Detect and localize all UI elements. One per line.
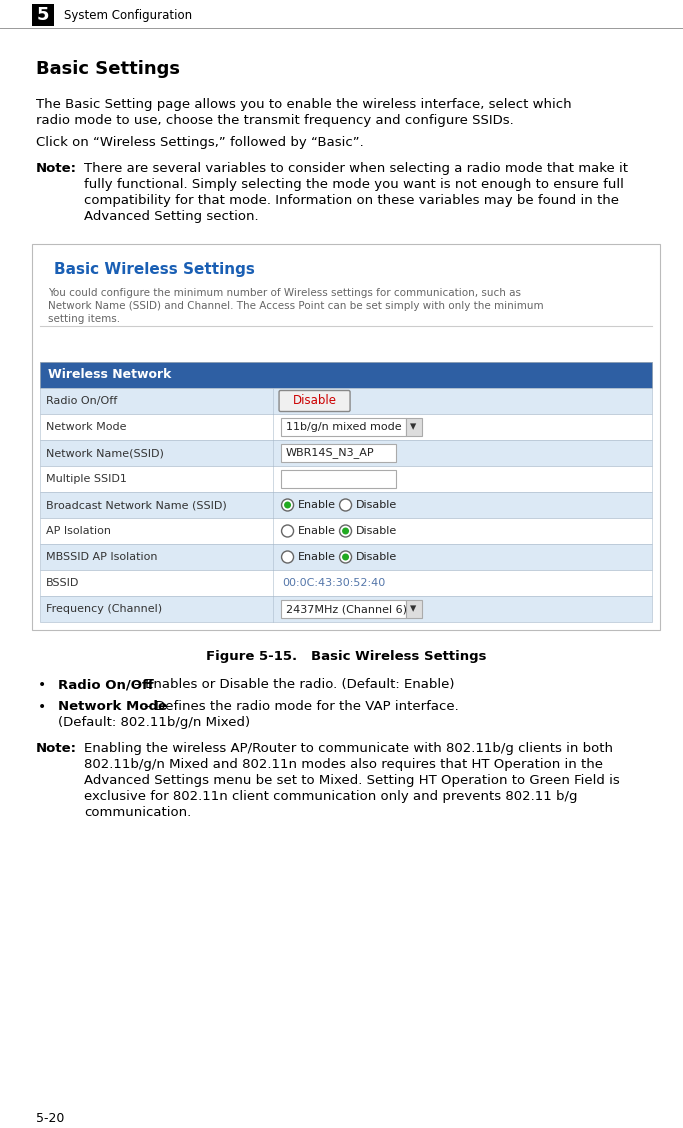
Text: compatibility for that mode. Information on these variables may be found in the: compatibility for that mode. Information…	[84, 194, 619, 208]
Text: Figure 5-15.   Basic Wireless Settings: Figure 5-15. Basic Wireless Settings	[206, 650, 486, 663]
Circle shape	[339, 499, 352, 511]
Bar	[40, 362, 652, 388]
Text: (Default: 802.11b/g/n Mixed): (Default: 802.11b/g/n Mixed)	[58, 716, 250, 729]
Text: Broadcast Network Name (SSID): Broadcast Network Name (SSID)	[46, 500, 227, 510]
Text: Basic Settings: Basic Settings	[36, 60, 180, 78]
Text: Enable: Enable	[298, 526, 335, 536]
FancyBboxPatch shape	[279, 390, 350, 412]
Text: Network Mode: Network Mode	[58, 700, 167, 713]
Bar	[406, 600, 421, 618]
Bar	[40, 440, 652, 466]
Bar	[40, 466, 652, 492]
Bar	[281, 418, 406, 437]
Text: Network Name (SSID) and Channel. The Access Point can be set simply with only th: Network Name (SSID) and Channel. The Acc…	[48, 301, 544, 311]
Text: communication.: communication.	[84, 807, 191, 819]
Text: – Enables or Disable the radio. (Default: Enable): – Enables or Disable the radio. (Default…	[130, 678, 454, 691]
Text: Enable: Enable	[298, 552, 335, 562]
Circle shape	[339, 550, 352, 563]
Bar	[40, 518, 652, 544]
Text: Advanced Settings menu be set to Mixed. Setting HT Operation to Green Field is: Advanced Settings menu be set to Mixed. …	[84, 774, 619, 787]
Text: MBSSID AP Isolation: MBSSID AP Isolation	[46, 552, 158, 562]
Text: setting items.: setting items.	[48, 314, 120, 324]
Circle shape	[284, 502, 291, 509]
Text: Note:: Note:	[36, 742, 77, 755]
Text: Enable: Enable	[298, 500, 335, 510]
Text: radio mode to use, choose the transmit frequency and configure SSIDs.: radio mode to use, choose the transmit f…	[36, 114, 514, 127]
Text: Enabling the wireless AP/Router to communicate with 802.11b/g clients in both: Enabling the wireless AP/Router to commu…	[84, 742, 613, 755]
Text: 00:0C:43:30:52:40: 00:0C:43:30:52:40	[283, 578, 386, 588]
Text: ▾: ▾	[410, 421, 417, 433]
Text: You could configure the minimum number of Wireless settings for communication, s: You could configure the minimum number o…	[48, 288, 521, 298]
Text: •: •	[38, 700, 46, 714]
Text: BSSID: BSSID	[46, 578, 79, 588]
Text: Note:: Note:	[36, 162, 77, 175]
Text: Radio On/Off: Radio On/Off	[46, 396, 117, 406]
Circle shape	[339, 525, 352, 537]
Text: 802.11b/g/n Mixed and 802.11n modes also requires that HT Operation in the: 802.11b/g/n Mixed and 802.11n modes also…	[84, 758, 603, 772]
Circle shape	[342, 554, 349, 561]
Text: Network Mode: Network Mode	[46, 422, 126, 432]
Text: – Defines the radio mode for the VAP interface.: – Defines the radio mode for the VAP int…	[140, 700, 459, 713]
Text: Network Name(SSID): Network Name(SSID)	[46, 448, 164, 458]
Bar	[40, 596, 652, 622]
Text: 5-20: 5-20	[36, 1112, 64, 1125]
Bar	[406, 418, 421, 437]
Text: Wireless Network: Wireless Network	[48, 369, 171, 381]
Text: Multiple SSID1: Multiple SSID1	[46, 474, 127, 484]
Text: 2437MHz (Channel 6): 2437MHz (Channel 6)	[285, 603, 406, 614]
Bar	[40, 388, 652, 414]
Text: The Basic Setting page allows you to enable the wireless interface, select which: The Basic Setting page allows you to ena…	[36, 98, 572, 111]
Bar	[40, 492, 652, 518]
Bar	[281, 600, 406, 618]
Bar	[281, 470, 395, 488]
Circle shape	[342, 528, 349, 535]
Text: Disable: Disable	[292, 395, 337, 407]
Text: Advanced Setting section.: Advanced Setting section.	[84, 210, 259, 223]
Bar	[40, 570, 652, 596]
Circle shape	[281, 550, 294, 563]
Text: Disable: Disable	[356, 500, 397, 510]
Text: Click on “Wireless Settings,” followed by “Basic”.: Click on “Wireless Settings,” followed b…	[36, 136, 364, 149]
Circle shape	[281, 499, 294, 511]
Bar	[32, 244, 660, 631]
Text: There are several variables to consider when selecting a radio mode that make it: There are several variables to consider …	[84, 162, 628, 175]
Text: 5: 5	[37, 6, 49, 24]
Text: AP Isolation: AP Isolation	[46, 526, 111, 536]
Text: Frequency (Channel): Frequency (Channel)	[46, 603, 162, 614]
Bar	[40, 544, 652, 570]
Text: System Configuration: System Configuration	[64, 9, 192, 21]
Text: •: •	[38, 678, 46, 691]
Text: ▾: ▾	[410, 602, 417, 616]
Text: WBR14S_N3_AP: WBR14S_N3_AP	[285, 448, 374, 458]
Text: Radio On/Off: Radio On/Off	[58, 678, 154, 691]
Text: Basic Wireless Settings: Basic Wireless Settings	[54, 262, 255, 277]
Text: Disable: Disable	[356, 526, 397, 536]
Circle shape	[281, 525, 294, 537]
Text: fully functional. Simply selecting the mode you want is not enough to ensure ful: fully functional. Simply selecting the m…	[84, 178, 624, 191]
Bar	[40, 414, 652, 440]
Text: 11b/g/n mixed mode: 11b/g/n mixed mode	[285, 422, 401, 432]
Bar	[281, 444, 395, 462]
Bar	[32, 5, 54, 26]
Text: Disable: Disable	[356, 552, 397, 562]
Text: exclusive for 802.11n client communication only and prevents 802.11 b/g: exclusive for 802.11n client communicati…	[84, 790, 578, 803]
